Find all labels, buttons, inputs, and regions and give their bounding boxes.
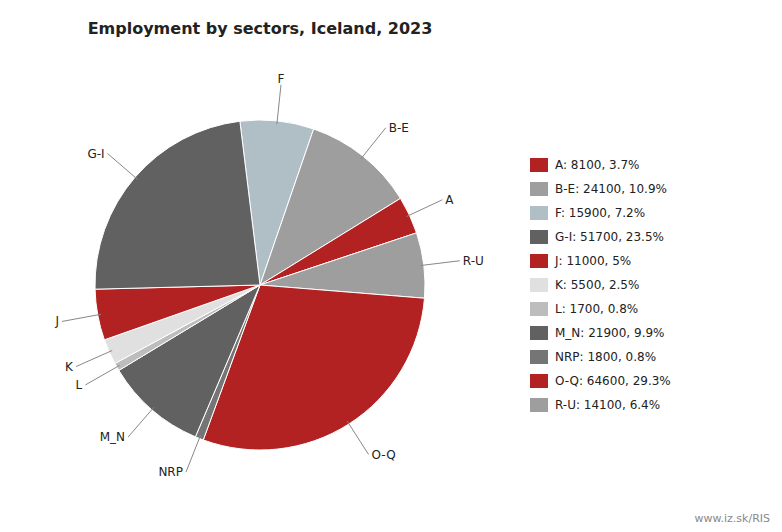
legend-label: B-E: 24100, 10.9% [555, 182, 667, 196]
legend-label: G-I: 51700, 23.5% [555, 230, 664, 244]
slice-label: K [65, 360, 74, 374]
slice-label: O-Q [372, 448, 396, 462]
legend-swatch [530, 374, 548, 388]
legend-label: A: 8100, 3.7% [555, 158, 640, 172]
slice-label: L [76, 378, 83, 392]
legend-swatch [530, 158, 548, 172]
slice-label: R-U [463, 254, 484, 268]
pie-slices [95, 120, 425, 450]
slice-label: G-I [87, 147, 104, 161]
leader-line [108, 154, 138, 180]
legend-swatch [530, 230, 548, 244]
legend-swatch [530, 206, 548, 220]
leader-line [85, 365, 119, 385]
slice-label: NRP [158, 465, 183, 479]
leader-line [128, 407, 154, 437]
legend-label: O-Q: 64600, 29.3% [555, 374, 671, 388]
chart-svg: Employment by sectors, Iceland, 2023 F B-E… [0, 0, 782, 532]
slice-label: A [445, 193, 454, 207]
slice-labels: F B-E A R-U O-Q NRP M_N LK J G-I [54, 72, 483, 479]
legend-swatch [530, 350, 548, 364]
watermark: www.iz.sk/RIS [695, 512, 770, 525]
leader-line [361, 128, 386, 159]
legend: A: 8100, 3.7% B-E: 24100, 10.9% F: 15900, … [530, 158, 671, 412]
legend-swatch [530, 302, 548, 316]
leader-line [186, 435, 201, 472]
slice-label: F [278, 72, 285, 86]
legend-label: F: 15900, 7.2% [555, 206, 645, 220]
legend-label: M_N: 21900, 9.9% [555, 326, 664, 340]
legend-label: J: 11000, 5% [554, 254, 631, 268]
leader-line [76, 351, 112, 367]
chart-container: Employment by sectors, Iceland, 2023 F B-E… [0, 0, 782, 532]
legend-label: L: 1700, 0.8% [555, 302, 638, 316]
leader-line [347, 421, 368, 454]
leader-line [406, 200, 442, 217]
slice-label: J [54, 314, 59, 328]
legend-label: K: 5500, 2.5% [555, 278, 639, 292]
pie-slice [95, 121, 260, 289]
slice-label: M_N [100, 430, 125, 444]
pie-slice [95, 285, 260, 340]
legend-swatch [530, 182, 548, 196]
legend-swatch [530, 254, 548, 268]
legend-swatch [530, 398, 548, 412]
leader-line [62, 314, 101, 321]
slice-label: B-E [389, 121, 409, 135]
leader-line [277, 85, 281, 124]
legend-swatch [530, 278, 548, 292]
chart-title: Employment by sectors, Iceland, 2023 [88, 19, 433, 38]
legend-label: NRP: 1800, 0.8% [555, 350, 656, 364]
legend-swatch [530, 326, 548, 340]
leader-line [421, 261, 460, 266]
legend-label: R-U: 14100, 6.4% [555, 398, 660, 412]
